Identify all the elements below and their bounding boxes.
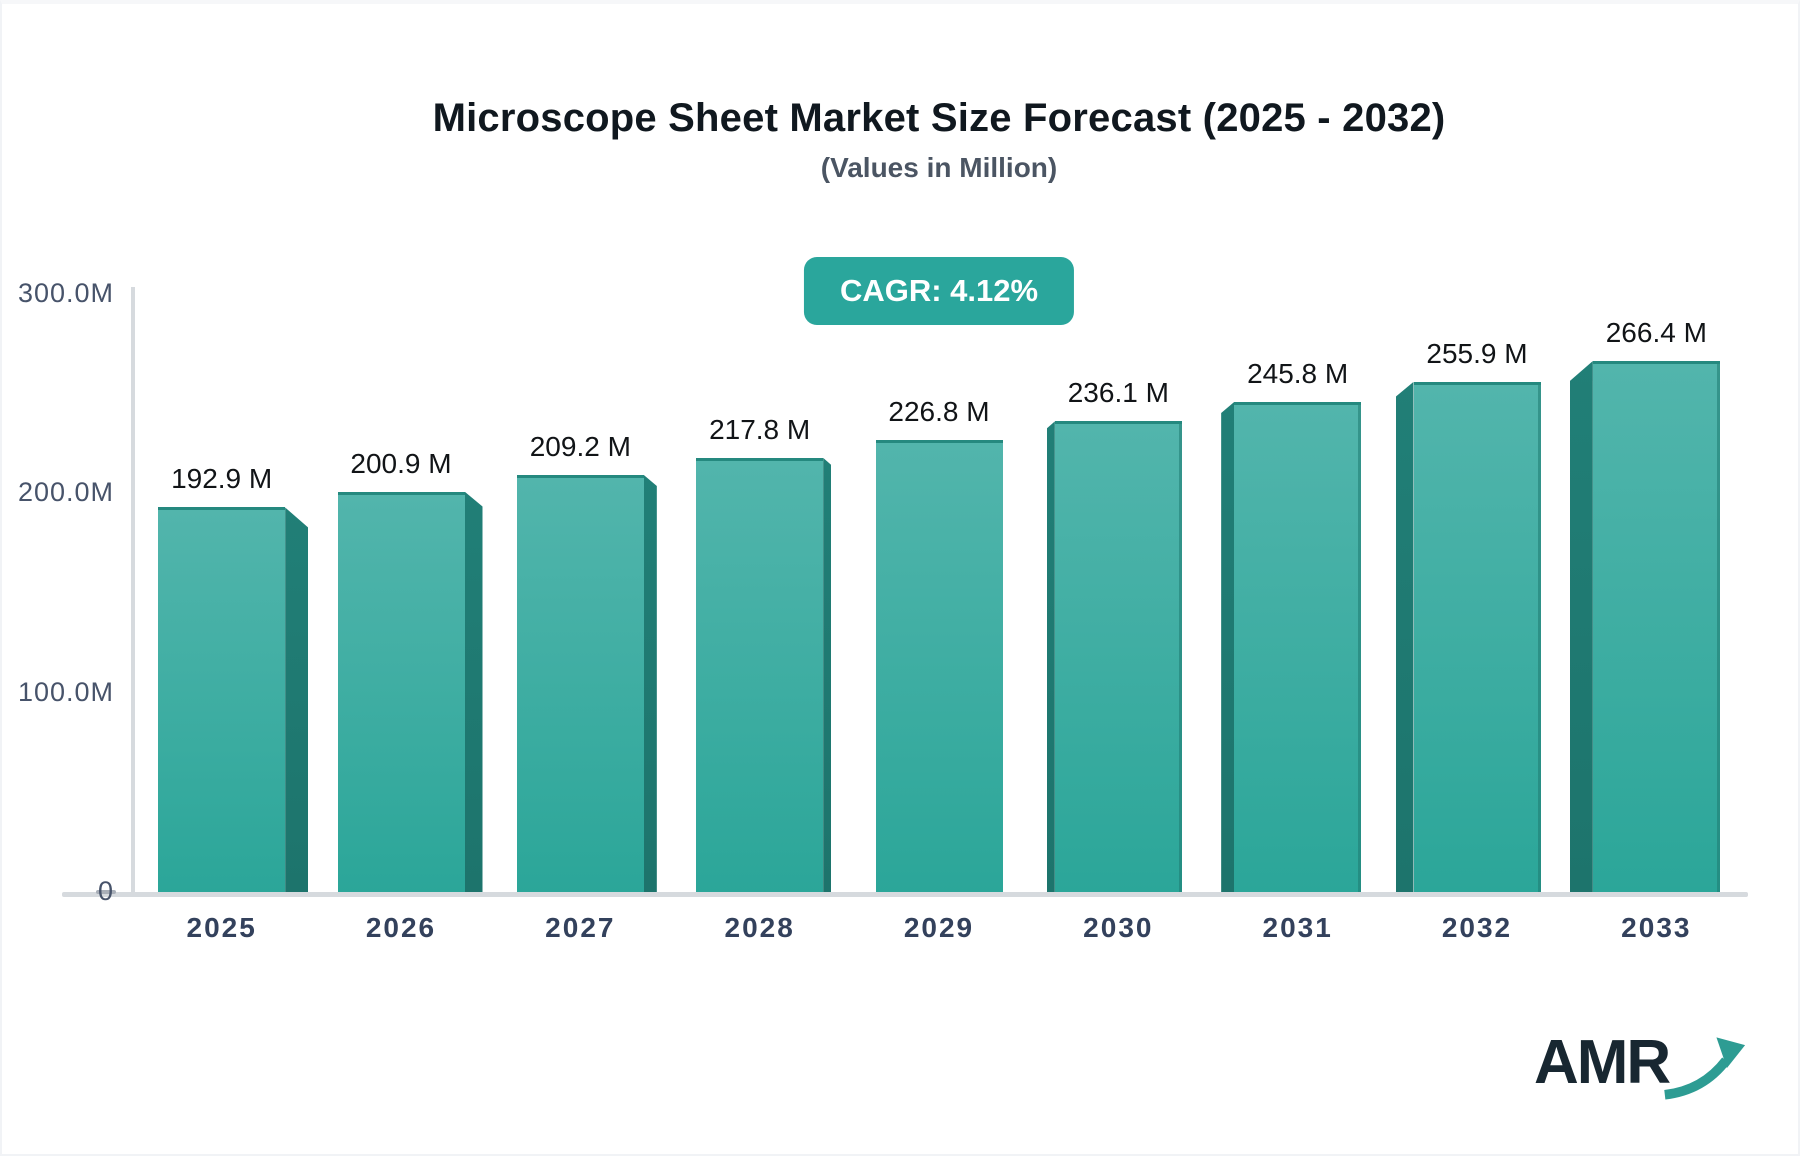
x-axis-tick-label: 2030: [1083, 912, 1154, 943]
bar-value-label: 236.1 M: [1067, 377, 1169, 409]
bar-3d-side: [1046, 421, 1055, 892]
brand-logo: AMR: [1534, 1032, 1747, 1102]
y-axis-tick-label: 300.0M: [17, 278, 114, 308]
bar-value-label: 255.9 M: [1426, 337, 1528, 369]
brand-logo-text: AMR: [1534, 1028, 1671, 1097]
bar: [337, 491, 465, 892]
y-axis-line: [131, 287, 135, 894]
bar-value-label: 200.9 M: [350, 447, 452, 479]
bar: [1234, 402, 1362, 892]
x-axis-tick-label: 2031: [1262, 912, 1333, 943]
x-axis-tick-label: 2033: [1621, 912, 1692, 943]
bar: [1054, 421, 1182, 892]
y-axis-tick-label: 0: [97, 876, 114, 906]
x-axis-tick-label: 2028: [724, 912, 795, 943]
bar-3d-side: [1569, 360, 1593, 892]
chart-title: Microscope Sheet Market Size Forecast (2…: [432, 96, 1446, 140]
bar-3d-side: [464, 491, 483, 892]
bar: [1413, 381, 1541, 892]
x-axis-tick-label: 2029: [903, 912, 975, 943]
x-axis-tick-label: 2027: [545, 912, 616, 943]
bar-value-label: 266.4 M: [1605, 316, 1707, 348]
bar: [875, 439, 1003, 892]
bar: [696, 457, 824, 892]
bar-value-label: 217.8 M: [709, 413, 811, 445]
bar-3d-side: [1221, 402, 1235, 892]
bar-value-label: 245.8 M: [1247, 358, 1349, 390]
bar-3d-side: [285, 507, 309, 892]
zero-tick-mark: [96, 890, 116, 894]
x-axis-tick-label: 2025: [186, 912, 257, 943]
bar: [158, 507, 286, 892]
chart-subtitle: (Values in Million): [820, 152, 1058, 183]
bar-value-label: 209.2 M: [529, 430, 631, 462]
bar-value-label: 192.9 M: [171, 463, 273, 495]
bar: [1592, 360, 1720, 892]
bar-3d-side: [643, 474, 657, 892]
bar-3d-side: [1395, 381, 1414, 892]
y-axis-tick-label: 200.0M: [17, 477, 114, 508]
bar-value-label: 226.8 M: [888, 395, 990, 427]
bar: [516, 474, 644, 892]
cagr-badge: CAGR: 4.12%: [803, 257, 1075, 325]
growth-arrow-icon: [1664, 1037, 1746, 1100]
x-axis-tick-label: 2026: [365, 912, 437, 943]
x-axis-tick-label: 2032: [1441, 912, 1513, 943]
plot-area: 300.0M 200.0M 100.0M 0 192.9 M 2025 200.9 M 202…: [2, 4, 1798, 1154]
bar-3d-side: [823, 457, 832, 892]
y-axis-tick-label: 100.0M: [17, 676, 114, 707]
x-axis-line: [62, 892, 1748, 897]
